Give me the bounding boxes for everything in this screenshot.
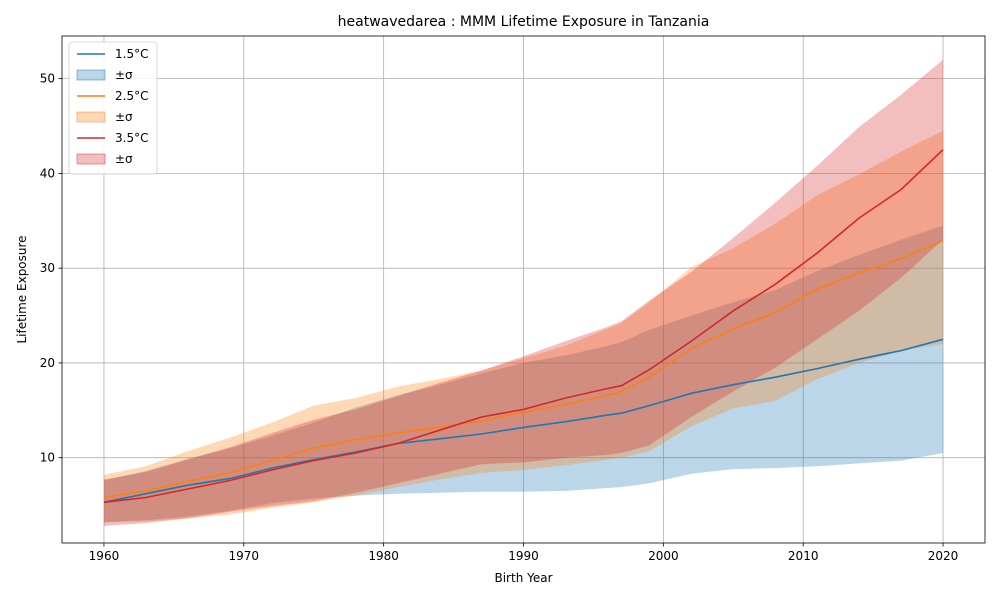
y-tick-label: 40 [40, 166, 55, 180]
error-band-3 [104, 59, 943, 526]
legend-box [68, 41, 158, 175]
x-tick-label: 1970 [229, 549, 260, 563]
series-line-3 [103, 149, 944, 504]
x-tick-label: 1980 [368, 549, 399, 563]
grid-lines [62, 36, 985, 543]
legend-label: ±σ [115, 68, 133, 82]
y-tick-label: 50 [40, 72, 55, 86]
chart-title: heatwavedarea : MMM Lifetime Exposure in… [338, 14, 710, 30]
legend-label: ±σ [115, 110, 133, 124]
x-tick-label: 2000 [648, 549, 679, 563]
legend-label: 1.5°C [115, 47, 148, 61]
legend: 1.5°C ±σ 2.5°C ±σ 3.5°C ±σ [68, 41, 158, 175]
axis-ticks: 1960 1970 1980 1990 2000 2010 2020 10 20 30 40 50 [40, 72, 959, 563]
error-band-2 [104, 130, 943, 523]
y-tick-label: 20 [40, 356, 55, 370]
x-tick-label: 1960 [89, 549, 120, 563]
x-tick-label: 2010 [788, 549, 819, 563]
legend-band-swatch [76, 153, 106, 165]
x-tick-label: 2020 [928, 549, 959, 563]
x-axis-label: Birth Year [494, 571, 552, 585]
y-tick-label: 10 [40, 451, 55, 465]
legend-label: 2.5°C [115, 89, 148, 103]
x-tick-label: 1990 [508, 549, 539, 563]
legend-band-swatch [76, 111, 106, 123]
series-lines [103, 149, 944, 504]
y-tick-label: 30 [40, 261, 55, 275]
legend-band-swatch [76, 69, 106, 81]
legend-label: ±σ [115, 152, 133, 166]
series-line-1 [103, 338, 944, 504]
y-axis-label: Lifetime Exposure [15, 235, 29, 343]
legend-label: 3.5°C [115, 131, 148, 145]
series-line-2 [103, 239, 944, 499]
